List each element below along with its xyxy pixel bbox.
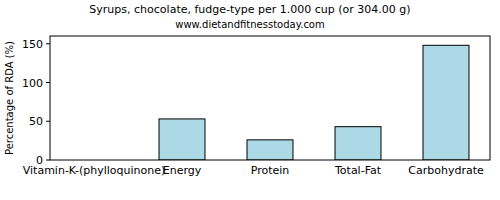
subtitle: www.dietandfitnesstoday.com [175,19,324,30]
bar [247,140,293,160]
y-tick-label: 150 [22,38,43,51]
bar [159,119,205,160]
x-tick-label: Carbohydrate [408,164,484,177]
y-tick [46,121,50,122]
title: Syrups, chocolate, fudge-type per 1.000 … [89,3,410,16]
plot-frame [50,36,490,160]
x-tick-label: Energy [163,164,202,177]
bar [423,45,469,160]
y-axis-label: Percentage of RDA (%) [4,41,15,155]
y-tick-label: 100 [22,77,43,90]
y-tick [46,160,50,161]
y-tick [46,43,50,44]
x-tick-label: Vitamin-K-(phylloquinone) [23,164,165,177]
bar [335,127,381,160]
y-tick [46,82,50,83]
y-tick-label: 50 [29,115,43,128]
chart: Syrups, chocolate, fudge-type per 1.000 … [0,0,500,200]
bars [159,45,469,160]
x-tick-label: Protein [251,164,290,177]
x-tick-label: Total-Fat [334,164,382,177]
